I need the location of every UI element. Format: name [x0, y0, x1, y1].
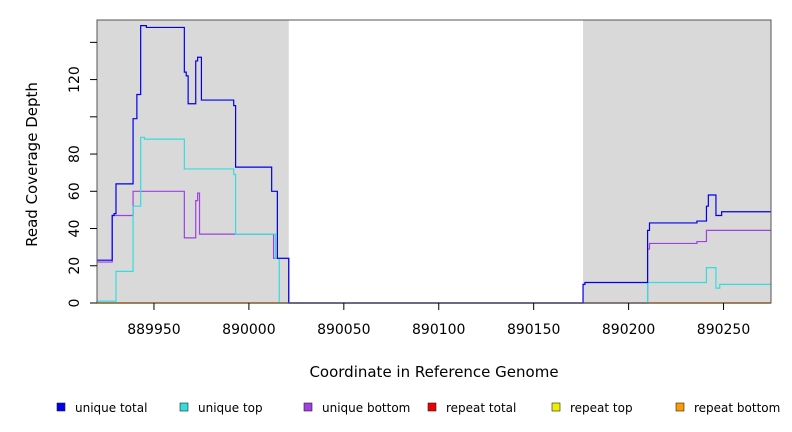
x-tick-label-890000: 890000: [222, 322, 275, 338]
legend-label-unique-total: unique total: [75, 401, 147, 415]
y-tick-label-40: 40: [67, 220, 83, 238]
x-tick-label-890150: 890150: [507, 322, 560, 338]
y-tick-label-120: 120: [67, 66, 83, 93]
y-tick-label-60: 60: [67, 182, 83, 200]
y-axis-title: Read Coverage Depth: [23, 82, 41, 247]
x-tick-label-890250: 890250: [697, 322, 750, 338]
x-axis: 889950 890000 890050 890100 890150 890200 8902…: [127, 303, 750, 338]
plot-frame: [96, 19, 772, 304]
shaded-region-0: [97, 20, 289, 303]
legend-label-repeat-bottom: repeat bottom: [694, 401, 780, 415]
y-axis: 0 20 40 60 80 120: [67, 41, 97, 308]
x-axis-title: Coordinate in Reference Genome: [309, 363, 558, 381]
y-tick-label-20: 20: [67, 257, 83, 275]
legend-label-repeat-total: repeat total: [446, 401, 516, 415]
x-tick-label-890050: 890050: [317, 322, 370, 338]
legend: unique total unique top unique bottom repea…: [56, 401, 780, 415]
legend-label-unique-bottom: unique bottom: [322, 401, 410, 415]
legend-swatch-unique-bottom: [303, 402, 313, 412]
legend-swatch-repeat-total: [427, 402, 437, 412]
shaded-region-1: [583, 20, 771, 303]
legend-label-repeat-top: repeat top: [570, 401, 633, 415]
legend-swatch-repeat-bottom: [675, 402, 685, 412]
legend-swatch-unique-total: [56, 402, 66, 412]
series-line-unique-total: [97, 24, 771, 304]
x-tick-label-889950: 889950: [127, 322, 180, 338]
y-tick-label-0: 0: [67, 299, 83, 308]
x-tick-label-890200: 890200: [602, 322, 655, 338]
legend-swatch-repeat-top: [551, 402, 561, 412]
y-tick-label-80: 80: [67, 145, 83, 163]
series-line-unique-top: [97, 136, 771, 304]
legend-swatch-unique-top: [179, 402, 189, 412]
legend-label-unique-top: unique top: [198, 401, 263, 415]
shaded-regions: [97, 20, 771, 303]
x-tick-label-890100: 890100: [412, 322, 465, 338]
